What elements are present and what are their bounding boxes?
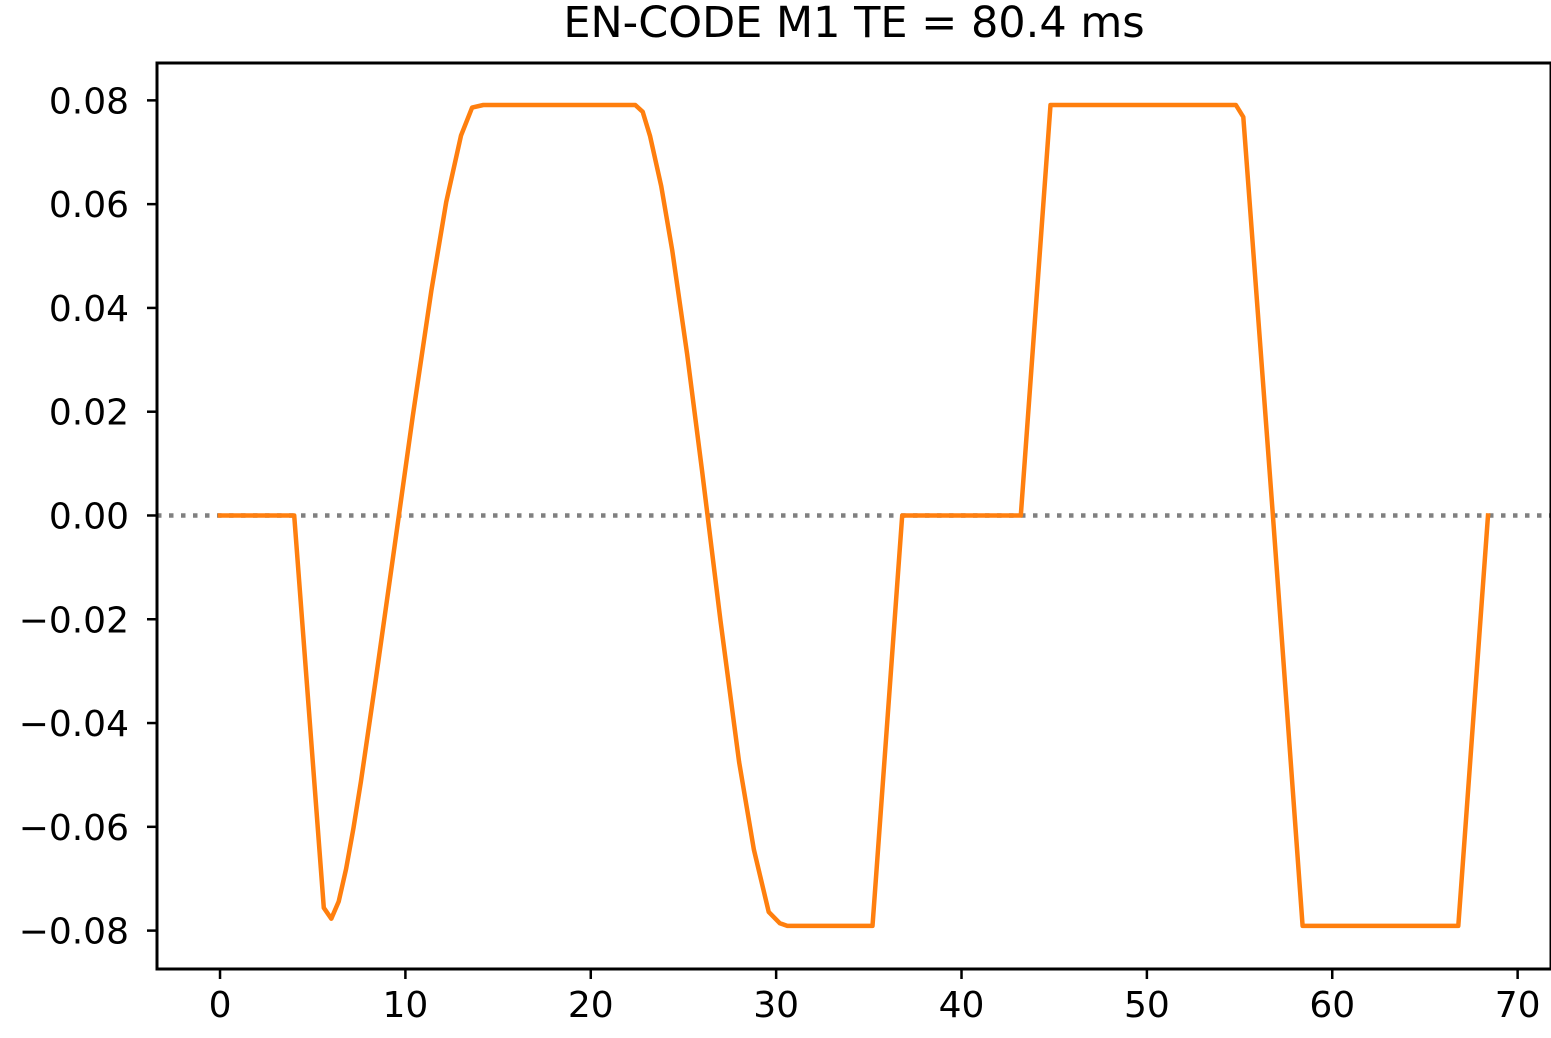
y-tick-label: −0.08 <box>19 912 129 953</box>
y-tick-label: −0.02 <box>19 600 129 641</box>
x-tick-label: 20 <box>568 985 614 1026</box>
plot-area <box>157 102 1551 929</box>
x-tick-label: 30 <box>753 985 799 1026</box>
chart-title: EN-CODE M1 TE = 80.4 ms <box>563 0 1144 48</box>
y-tick-label: −0.04 <box>19 704 129 745</box>
x-tick-label: 70 <box>1495 985 1541 1026</box>
axis-ticks: 0 10 20 30 40 50 60 70 0.08 0.06 0.04 0.02 0.00 −0.02… <box>19 81 1541 1026</box>
x-tick-label: 60 <box>1309 985 1355 1026</box>
x-tick-label: 40 <box>939 985 985 1026</box>
y-tick-label: 0.08 <box>49 81 129 122</box>
y-tick-label: −0.06 <box>19 808 129 849</box>
x-tick-label: 50 <box>1124 985 1170 1026</box>
y-tick-label: 0.06 <box>49 185 129 226</box>
y-tick-label: 0.00 <box>49 496 129 537</box>
y-tick-label: 0.04 <box>49 289 129 330</box>
x-tick-label: 0 <box>209 985 232 1026</box>
series-line-0 <box>217 102 1491 929</box>
y-tick-label: 0.02 <box>49 393 129 434</box>
axes-frame <box>155 61 1551 971</box>
x-tick-label: 10 <box>382 985 428 1026</box>
